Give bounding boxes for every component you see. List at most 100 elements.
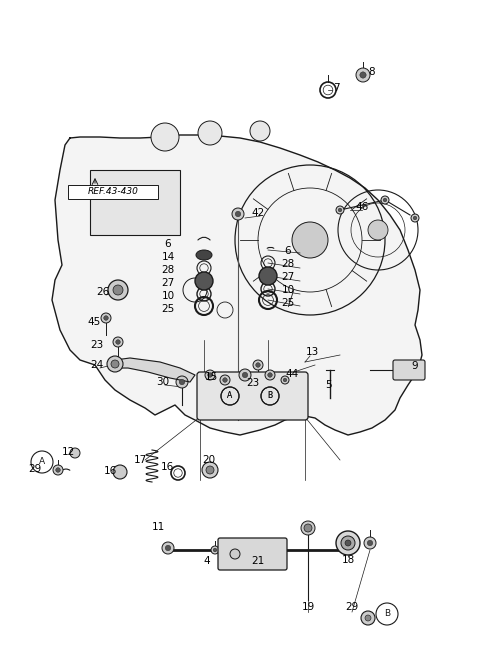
Circle shape (213, 548, 217, 552)
Bar (90, 170, 180, 235)
FancyBboxPatch shape (218, 538, 287, 570)
Circle shape (411, 214, 419, 222)
Circle shape (367, 541, 372, 546)
Text: 28: 28 (281, 259, 295, 269)
Text: 23: 23 (90, 340, 104, 350)
Circle shape (232, 208, 244, 220)
Circle shape (56, 468, 60, 472)
Circle shape (368, 220, 388, 240)
Circle shape (281, 376, 289, 384)
Circle shape (253, 360, 263, 370)
Text: 23: 23 (246, 378, 260, 388)
Text: A: A (39, 457, 45, 466)
Circle shape (336, 206, 344, 214)
Circle shape (205, 370, 215, 380)
Text: 44: 44 (286, 369, 299, 379)
Text: 17: 17 (133, 455, 146, 465)
Circle shape (113, 465, 127, 479)
FancyBboxPatch shape (197, 372, 308, 420)
Circle shape (265, 370, 275, 380)
Circle shape (116, 340, 120, 344)
Circle shape (345, 540, 351, 546)
Text: 13: 13 (305, 347, 319, 357)
Text: B: B (267, 392, 273, 401)
Text: 25: 25 (281, 298, 295, 308)
Text: 16: 16 (103, 466, 117, 476)
Circle shape (301, 521, 315, 535)
Circle shape (162, 542, 174, 554)
Text: 6: 6 (285, 246, 291, 256)
Circle shape (108, 280, 128, 300)
Text: 18: 18 (341, 555, 355, 565)
Text: 27: 27 (281, 272, 295, 282)
Text: 6: 6 (165, 239, 171, 249)
Circle shape (198, 121, 222, 145)
Text: 42: 42 (252, 208, 264, 218)
Text: 29: 29 (346, 602, 359, 612)
Circle shape (208, 373, 212, 377)
Circle shape (360, 72, 366, 78)
Circle shape (113, 285, 123, 295)
Text: 7: 7 (333, 83, 339, 93)
Circle shape (413, 216, 417, 220)
Text: 19: 19 (301, 602, 314, 612)
Circle shape (151, 123, 179, 151)
Text: 28: 28 (161, 265, 175, 275)
Text: 9: 9 (412, 361, 418, 371)
Circle shape (239, 369, 251, 381)
Polygon shape (52, 135, 422, 435)
Circle shape (180, 379, 185, 384)
Circle shape (101, 313, 111, 323)
Circle shape (365, 615, 371, 621)
Circle shape (165, 545, 171, 550)
Text: 8: 8 (369, 67, 375, 77)
Circle shape (206, 466, 214, 474)
Text: 16: 16 (160, 462, 174, 472)
Circle shape (292, 222, 328, 258)
FancyBboxPatch shape (393, 360, 425, 380)
Circle shape (383, 198, 387, 202)
Text: B: B (267, 392, 273, 401)
Circle shape (256, 363, 260, 367)
Circle shape (235, 211, 240, 216)
Text: 11: 11 (151, 522, 165, 532)
Circle shape (250, 121, 270, 141)
Circle shape (341, 536, 355, 550)
Text: A: A (228, 392, 233, 401)
Text: 15: 15 (204, 372, 217, 382)
Circle shape (202, 462, 218, 478)
Ellipse shape (196, 250, 212, 260)
Text: 26: 26 (96, 287, 109, 297)
Text: 5: 5 (324, 380, 331, 390)
Text: 4: 4 (204, 556, 210, 566)
Text: 30: 30 (156, 377, 169, 387)
Circle shape (361, 611, 375, 625)
Circle shape (211, 546, 219, 554)
Circle shape (305, 525, 311, 531)
Text: 21: 21 (252, 556, 264, 566)
Circle shape (336, 531, 360, 555)
Circle shape (242, 373, 248, 378)
Text: 14: 14 (161, 252, 175, 262)
Text: 10: 10 (161, 291, 175, 301)
Circle shape (195, 272, 213, 290)
Circle shape (230, 549, 240, 559)
Text: 45: 45 (87, 317, 101, 327)
Text: REF.43-430: REF.43-430 (87, 188, 138, 197)
Circle shape (220, 375, 230, 385)
Circle shape (304, 524, 312, 532)
Text: 25: 25 (161, 304, 175, 314)
Circle shape (104, 316, 108, 320)
Text: 12: 12 (61, 447, 74, 457)
Text: 27: 27 (161, 278, 175, 288)
Text: B: B (384, 609, 390, 619)
Circle shape (364, 537, 376, 549)
Circle shape (176, 376, 188, 388)
Text: 29: 29 (28, 464, 42, 474)
Polygon shape (108, 358, 195, 382)
Text: 20: 20 (203, 455, 216, 465)
Circle shape (70, 448, 80, 458)
Circle shape (259, 267, 277, 285)
Circle shape (356, 68, 370, 82)
Circle shape (107, 356, 123, 372)
